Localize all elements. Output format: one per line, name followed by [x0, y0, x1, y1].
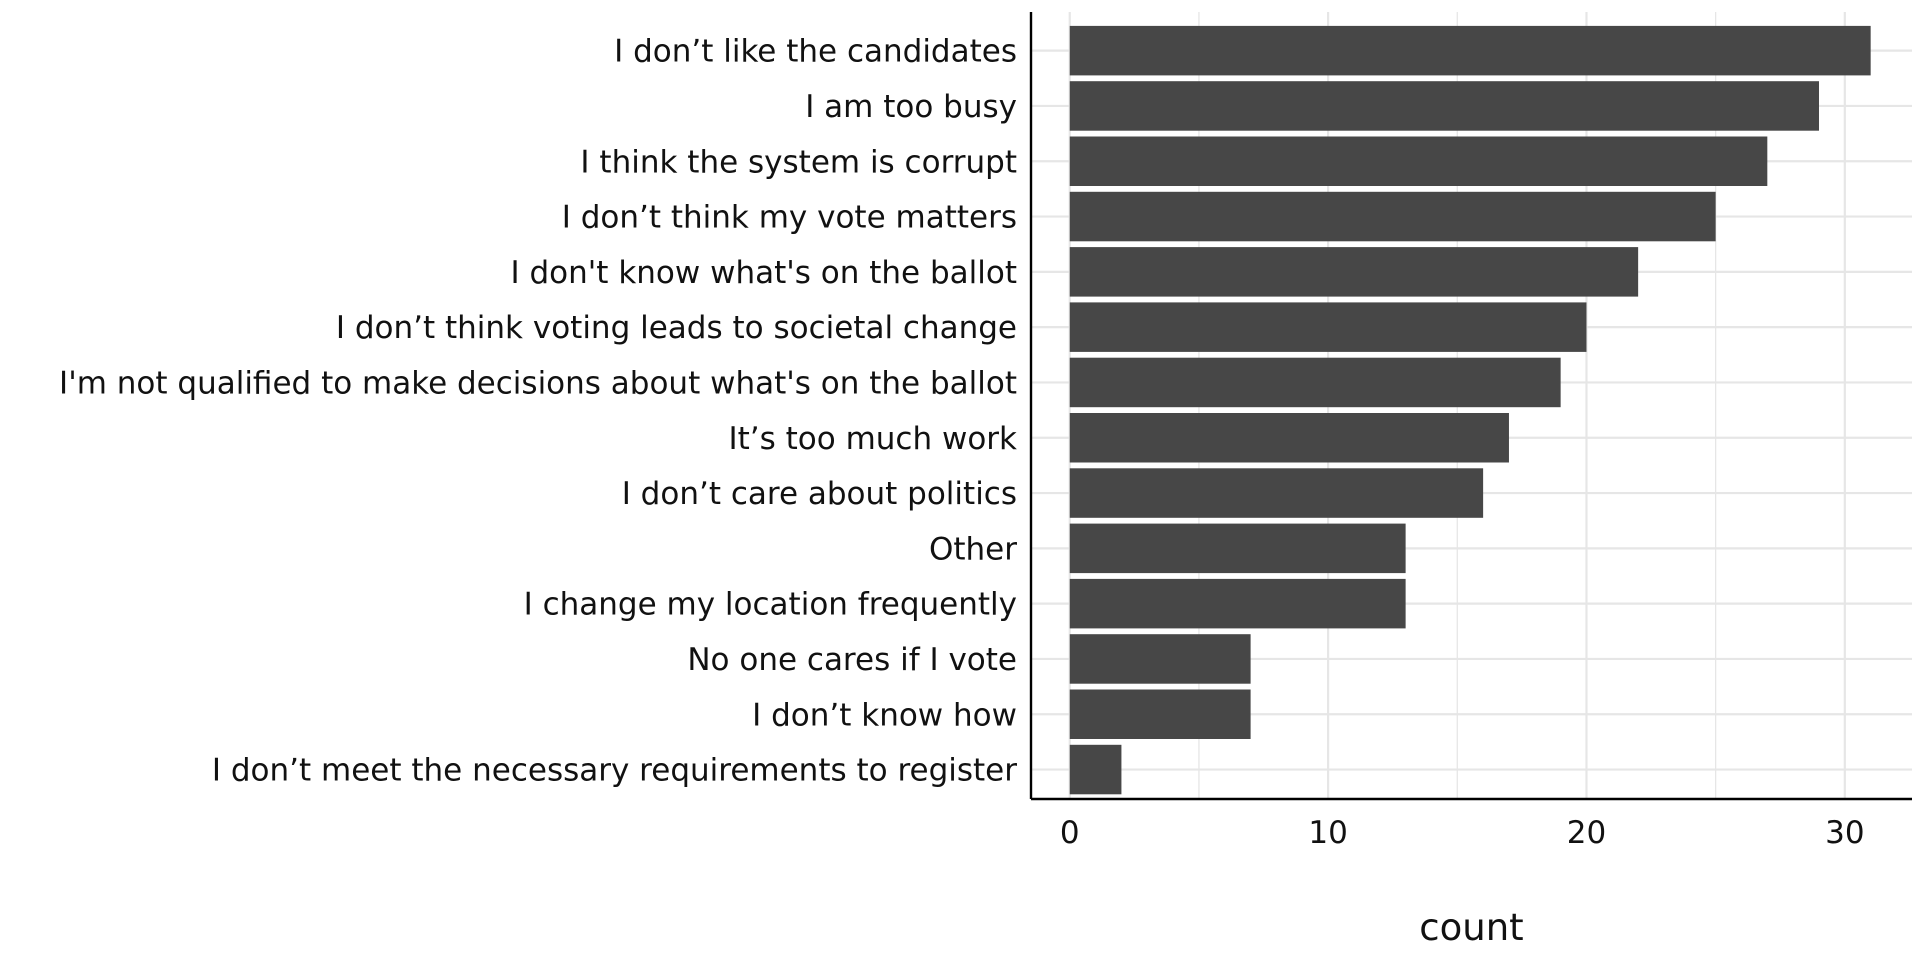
bar-6	[1070, 358, 1561, 408]
bar-4	[1070, 247, 1638, 297]
category-label-2: I think the system is corrupt	[580, 144, 1017, 180]
category-label-12: I don’t know how	[752, 697, 1017, 733]
x-tick-label-30: 30	[1825, 815, 1864, 851]
bar-2	[1070, 137, 1768, 187]
x-tick-label-0: 0	[1060, 815, 1080, 851]
x-tick-labels: 0 10 20 30	[1060, 815, 1865, 851]
bars-layer	[1070, 26, 1871, 794]
bar-7	[1070, 413, 1509, 463]
bar-9	[1070, 524, 1406, 574]
category-label-11: No one cares if I vote	[687, 642, 1017, 678]
category-label-8: I don’t care about politics	[622, 476, 1017, 512]
bar-12	[1070, 690, 1251, 740]
bar-10	[1070, 579, 1406, 629]
x-axis-title: count	[1419, 906, 1523, 949]
category-label-7: It’s too much work	[728, 421, 1017, 457]
bar-11	[1070, 634, 1251, 684]
category-label-1: I am too busy	[805, 89, 1017, 125]
category-label-4: I don't know what's on the ballot	[511, 255, 1018, 291]
category-label-13: I don’t meet the necessary requirements …	[212, 753, 1017, 789]
bar-5	[1070, 302, 1587, 352]
category-label-6: I'm not qualified to make decisions abou…	[59, 365, 1017, 401]
category-label-0: I don’t like the candidates	[614, 34, 1017, 70]
bar-8	[1070, 468, 1483, 518]
x-tick-label-20: 20	[1567, 815, 1606, 851]
category-label-9: Other	[929, 531, 1017, 567]
category-label-10: I change my location frequently	[524, 587, 1017, 623]
bar-1	[1070, 81, 1819, 131]
bar-0	[1070, 26, 1871, 76]
x-tick-label-10: 10	[1308, 815, 1347, 851]
category-label-5: I don’t think voting leads to societal c…	[336, 310, 1017, 346]
bar-13	[1070, 745, 1122, 795]
category-label-3: I don’t think my vote matters	[562, 200, 1017, 236]
bar-3	[1070, 192, 1716, 242]
category-labels: I don’t like the candidates I am too busy…	[59, 34, 1017, 789]
